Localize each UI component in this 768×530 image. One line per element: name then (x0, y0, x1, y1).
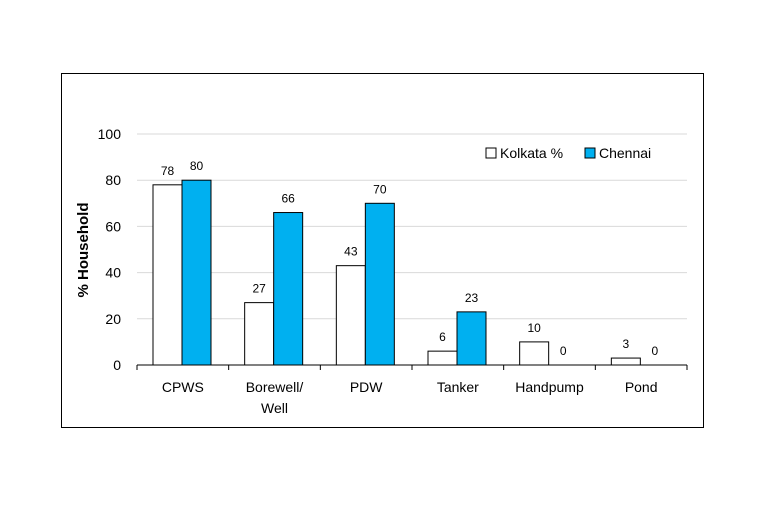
data-label-chennai-1: 66 (281, 192, 295, 206)
bar-kolkata-3 (427, 350, 458, 366)
bar-kolkata-1 (244, 302, 275, 366)
legend: Kolkata % Chennai (485, 145, 651, 161)
bar-kolkata-2 (335, 265, 366, 366)
bar-kolkata-4 (519, 341, 550, 366)
x-tick-label-2: PDW (350, 379, 383, 395)
x-tick-label-line: CPWS (162, 379, 204, 395)
data-label-kolkata-4: 10 (527, 321, 541, 335)
data-label-chennai-3: 23 (465, 291, 479, 305)
bar-kolkata-0 (152, 184, 183, 366)
data-label-chennai-4: 0 (560, 344, 567, 358)
data-label-kolkata-1: 27 (252, 282, 266, 296)
x-tick-label-line: Tanker (437, 379, 479, 395)
data-label-chennai-2: 70 (373, 182, 387, 196)
bar-chennai-2 (364, 202, 395, 366)
data-label-kolkata-2: 43 (344, 245, 358, 259)
x-tick-label-0: CPWS (162, 379, 204, 395)
legend-swatch-chennai (584, 147, 596, 159)
bar-chennai-0 (181, 179, 212, 366)
y-tick-label-40: 40 (105, 265, 121, 281)
axes (136, 364, 688, 370)
legend-label-chennai: Chennai (599, 145, 651, 161)
bar-chennai-1 (273, 212, 304, 366)
y-axis-title: % Household (75, 202, 92, 297)
y-tick-label-60: 60 (105, 218, 121, 234)
data-label-kolkata-0: 78 (161, 164, 175, 178)
bar-chennai-3 (456, 311, 487, 366)
data-label-kolkata-3: 6 (439, 330, 446, 344)
legend-swatch-kolkata (485, 147, 497, 159)
legend-label-kolkata: Kolkata % (500, 145, 563, 161)
x-tick-label-5: Pond (625, 379, 658, 395)
x-tick-label-line: Handpump (515, 379, 584, 395)
data-label-chennai-0: 80 (190, 159, 204, 173)
x-tick-label-line: PDW (350, 379, 383, 395)
x-tick-label-line: Well (261, 400, 288, 416)
bar-kolkata-5 (610, 357, 641, 366)
labels: 0 20 40 60 80 100 78 27 43 6 10 3 80 66 70 23 0 0 CPWS Bore… (98, 126, 659, 416)
y-tick-label-0: 0 (113, 357, 121, 373)
bars (152, 179, 641, 366)
y-tick-label-100: 100 (98, 126, 122, 142)
x-tick-label-1: Borewell/Well (246, 379, 304, 416)
y-tick-label-80: 80 (105, 172, 121, 188)
x-tick-label-line: Pond (625, 379, 658, 395)
x-tick-label-line: Borewell/ (246, 379, 304, 395)
x-tick-label-4: Handpump (515, 379, 584, 395)
data-label-chennai-5: 0 (651, 344, 658, 358)
gridlines (137, 133, 687, 320)
data-label-kolkata-5: 3 (622, 337, 629, 351)
y-tick-label-20: 20 (105, 311, 121, 327)
x-tick-label-3: Tanker (437, 379, 479, 395)
